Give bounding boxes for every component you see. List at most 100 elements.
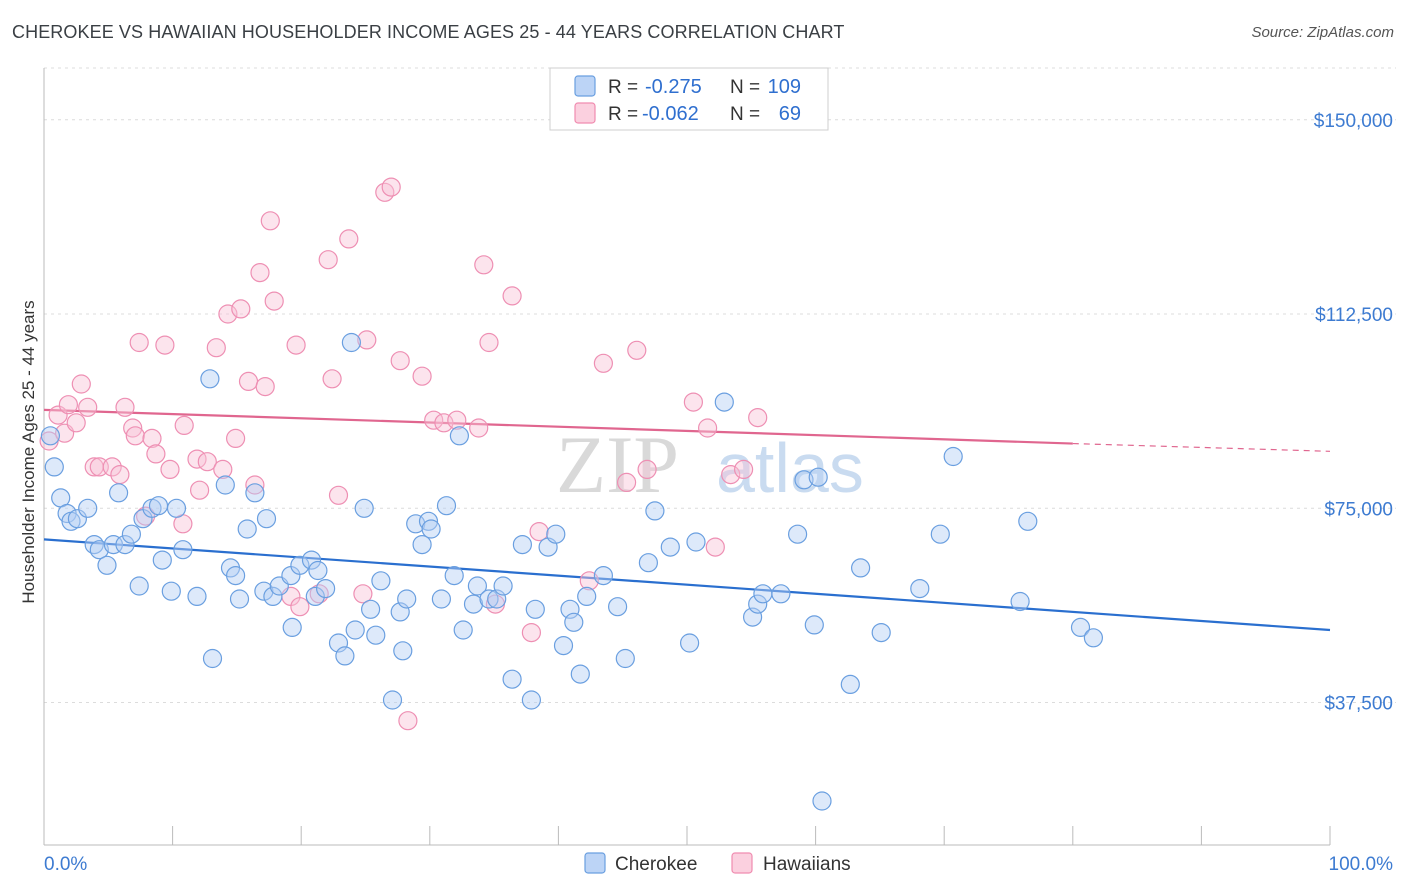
hawaiians-point <box>375 182 395 202</box>
hawaiians-point <box>197 452 217 472</box>
hawaiians-point <box>529 521 549 542</box>
cherokee-point <box>129 576 149 596</box>
y-tick-label: $150,000 <box>1314 111 1393 132</box>
cherokee-point <box>108 483 129 503</box>
cherokee-point <box>97 555 117 575</box>
cherokee-point <box>840 674 860 695</box>
cherokee-point <box>686 532 706 552</box>
cherokee-point <box>502 669 522 689</box>
hawaiians-point <box>123 418 143 438</box>
hawaiians-point <box>264 291 284 311</box>
watermark: ZIP atlas <box>556 419 864 510</box>
legend-r-label: R = <box>608 77 638 98</box>
cherokee-point <box>412 534 432 555</box>
cherokee-point <box>794 470 814 490</box>
hawaiians-point <box>593 353 614 373</box>
cherokee-point <box>166 498 187 518</box>
hawaiians-point <box>286 335 306 355</box>
x-tick-label-max: 100.0% <box>1329 854 1394 875</box>
cherokee-point <box>418 511 439 531</box>
hawaiians-point <box>683 392 704 412</box>
cherokee-point <box>748 594 768 614</box>
cherokee-point <box>714 392 734 412</box>
hawaiians-point <box>339 229 359 249</box>
hawaiians-point <box>705 537 725 557</box>
hawaiians-point <box>697 418 718 438</box>
hawaiians-point <box>318 250 338 270</box>
cherokee-point <box>638 553 659 573</box>
cherokee-point <box>366 625 386 645</box>
hawaiians-point <box>357 330 377 350</box>
hawaiians-point <box>579 571 599 591</box>
cherokee-point <box>546 524 566 544</box>
hawaiians-point <box>142 428 162 448</box>
hawaiians-point <box>290 597 310 617</box>
cherokee-point <box>282 617 302 638</box>
cherokee-point <box>812 791 832 811</box>
cherokee-point <box>449 426 469 446</box>
hawaiians-point <box>390 351 410 371</box>
cherokee-point <box>335 646 355 666</box>
hawaiians-point <box>627 340 647 360</box>
cherokee-point <box>512 534 533 555</box>
y-tick-label: $37,500 <box>1324 694 1393 715</box>
cherokee-point <box>84 534 104 555</box>
cherokee-point <box>850 558 871 578</box>
legend-bottom-label-hawaiians: Hawaiians <box>763 854 851 875</box>
cherokee-point <box>397 589 417 609</box>
cherokee-point <box>525 599 545 619</box>
hawaiians-point <box>250 263 270 283</box>
hawaiians-point <box>110 465 130 485</box>
cherokee-point <box>44 457 64 477</box>
cherokee-point <box>943 446 963 467</box>
hawaiians-point <box>521 622 542 643</box>
cherokee-point <box>570 664 590 684</box>
cherokee-point <box>187 586 207 607</box>
cherokee-point <box>290 555 310 575</box>
x-tick-label-min: 0.0% <box>44 854 87 875</box>
cherokee-point <box>254 581 274 601</box>
cherokee-point <box>467 576 487 596</box>
cherokee-point <box>345 620 365 640</box>
cherokee-point <box>78 498 98 518</box>
cherokee-point <box>1083 628 1104 648</box>
chart-title: CHEROKEE VS HAWAIIAN HOUSEHOLDER INCOME … <box>12 22 845 42</box>
hawaiians-point <box>469 418 489 438</box>
legend-swatch-cherokee <box>574 75 596 97</box>
cherokee-point <box>67 509 88 529</box>
legend-bottom-swatch-cherokee <box>584 852 606 874</box>
cherokee-point <box>871 622 891 643</box>
hawaiians-point <box>381 177 401 197</box>
hawaiians-point <box>447 410 467 430</box>
cherokee-point <box>161 581 181 601</box>
cherokee-point <box>808 467 828 487</box>
cherokee-point <box>521 690 542 710</box>
cherokee-point <box>341 332 361 353</box>
cherokee-point <box>453 620 473 640</box>
hawaiians-point <box>160 459 180 479</box>
hawaiians-point <box>353 584 373 604</box>
cherokee-point <box>679 633 700 653</box>
hawaiians-trend-extension <box>1072 442 1331 452</box>
hawaiians-trend-line <box>43 408 1073 445</box>
cherokee-point <box>787 524 808 544</box>
grid <box>44 67 1396 704</box>
hawaiians-point <box>136 506 156 526</box>
hawaiians-point <box>71 374 91 394</box>
y-tick-label: $75,000 <box>1324 499 1393 520</box>
hawaiians-point <box>226 428 246 448</box>
cherokee-point <box>553 635 574 656</box>
hawaiians-point <box>637 459 657 479</box>
cherokee-point <box>173 540 193 560</box>
hawaiians-point <box>48 405 68 425</box>
legend-bottom: Cherokee Hawaiians <box>584 852 851 875</box>
cherokee-point <box>354 498 374 518</box>
cherokee-point <box>256 509 277 529</box>
cherokee-point <box>804 615 824 635</box>
cherokee-point <box>361 599 381 619</box>
hawaiians-point <box>322 369 342 389</box>
cherokee-point <box>263 586 283 607</box>
legend-bottom-label-cherokee: Cherokee <box>615 854 697 875</box>
cherokee-point <box>237 519 257 539</box>
